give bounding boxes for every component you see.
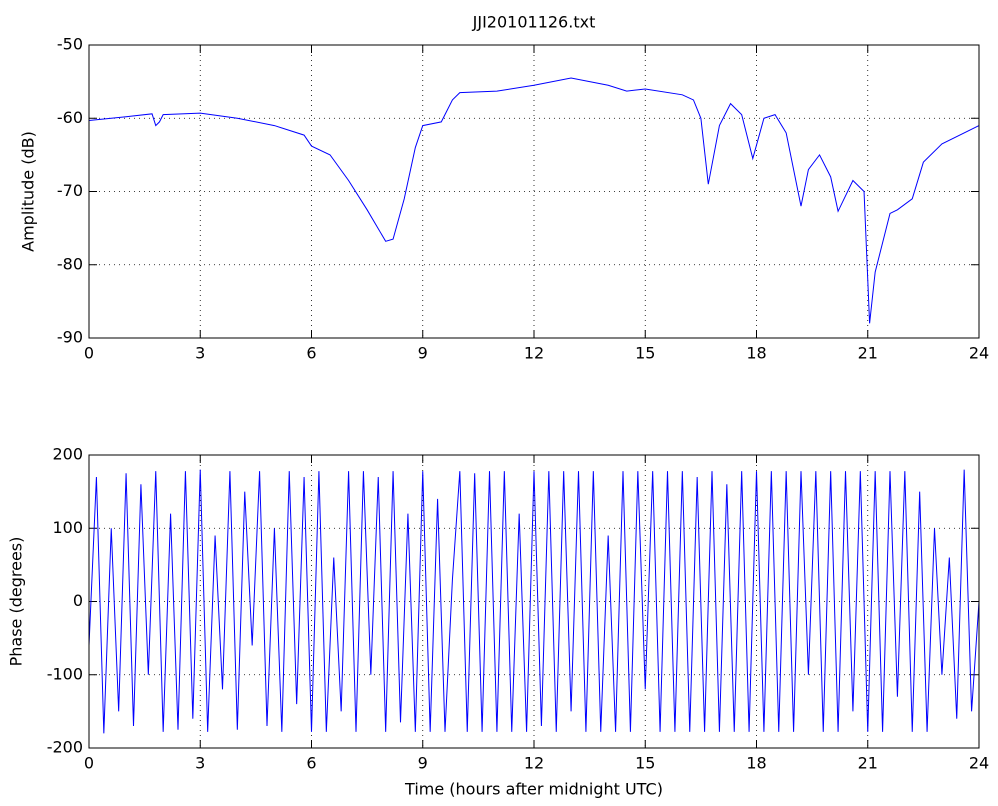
y-tick-label: -70 — [57, 181, 83, 200]
x-tick-label: 21 — [858, 754, 878, 773]
x-axis-label: Time (hours after midnight UTC) — [404, 780, 663, 799]
y-tick-label: -100 — [47, 664, 83, 683]
axes-box — [88, 44, 980, 339]
x-tick-label: 9 — [418, 754, 428, 773]
x-tick-label: 12 — [524, 754, 544, 773]
y-tick-label: -90 — [57, 328, 83, 347]
x-tick-label: 15 — [635, 344, 655, 363]
data-line — [88, 469, 980, 734]
x-tick-label: 0 — [84, 344, 94, 363]
y-tick-label: 200 — [52, 445, 83, 464]
y-tick-label: 100 — [52, 518, 83, 537]
x-tick-label: 3 — [195, 754, 205, 773]
y-tick-label: -50 — [57, 35, 83, 54]
y-tick-label: -80 — [57, 254, 83, 273]
x-tick-label: 24 — [969, 754, 989, 773]
y-axis-label: Phase (degrees) — [7, 537, 26, 667]
axes-box — [88, 454, 980, 749]
chart-title: JJI20101126.txt — [472, 13, 596, 32]
x-tick-label: 24 — [969, 344, 989, 363]
y-axis-label: Amplitude (dB) — [19, 131, 38, 252]
x-tick-label: 6 — [306, 754, 316, 773]
data-line — [88, 77, 980, 324]
y-tick-label: -60 — [57, 108, 83, 127]
x-tick-label: 3 — [195, 344, 205, 363]
x-tick-label: 18 — [746, 344, 766, 363]
x-tick-label: 15 — [635, 754, 655, 773]
x-tick-label: 0 — [84, 754, 94, 773]
x-tick-label: 21 — [858, 344, 878, 363]
x-tick-label: 9 — [418, 344, 428, 363]
x-tick-label: 18 — [746, 754, 766, 773]
y-tick-label: -200 — [47, 738, 83, 757]
y-tick-label: 0 — [73, 591, 83, 610]
x-tick-label: 12 — [524, 344, 544, 363]
x-tick-label: 6 — [306, 344, 316, 363]
